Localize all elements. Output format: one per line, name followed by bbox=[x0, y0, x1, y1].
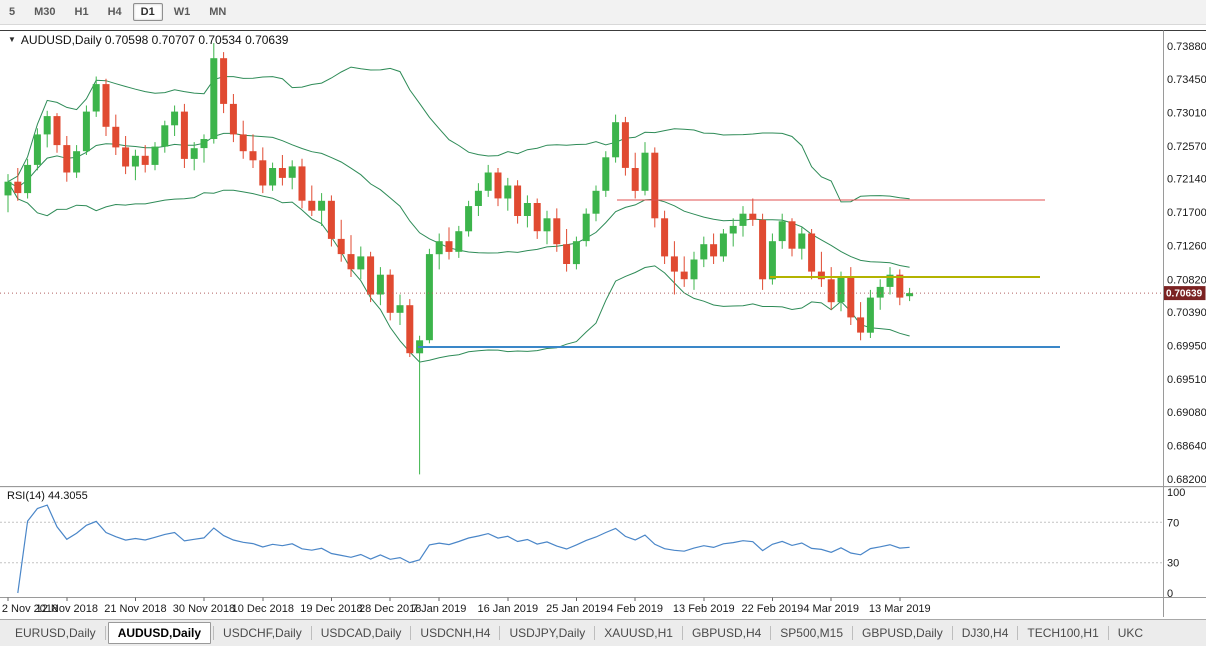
timeframe-toolbar: 5 M30 H1 H4 D1 W1 MN bbox=[0, 0, 1206, 25]
chart-tab-usdcad-daily[interactable]: USDCAD,Daily bbox=[320, 626, 402, 640]
timeframe-button-h4[interactable]: H4 bbox=[107, 6, 122, 18]
svg-text:4 Mar 2019: 4 Mar 2019 bbox=[803, 603, 859, 615]
svg-text:0.69080: 0.69080 bbox=[1167, 407, 1206, 419]
tab-separator bbox=[410, 626, 412, 640]
svg-text:0.70390: 0.70390 bbox=[1167, 307, 1206, 319]
price-scale[interactable]: 0.73880 0.73450 0.73010 0.72570 0.72140 0.717… bbox=[1167, 41, 1206, 486]
svg-text:0.73010: 0.73010 bbox=[1167, 107, 1206, 119]
svg-text:0.72140: 0.72140 bbox=[1167, 174, 1206, 186]
tab-separator bbox=[213, 626, 215, 640]
chart-tab-gbpusd-h4[interactable]: GBPUSD,H4 bbox=[691, 626, 762, 640]
chart-tab-xauusd-h1[interactable]: XAUUSD,H1 bbox=[604, 626, 673, 640]
svg-text:0.71260: 0.71260 bbox=[1167, 241, 1206, 253]
svg-text:4 Feb 2019: 4 Feb 2019 bbox=[607, 603, 663, 615]
svg-text:19 Dec 2018: 19 Dec 2018 bbox=[300, 603, 362, 615]
svg-text:13 Feb 2019: 13 Feb 2019 bbox=[673, 603, 735, 615]
svg-text:0.68640: 0.68640 bbox=[1167, 441, 1206, 453]
tab-separator bbox=[594, 626, 596, 640]
svg-text:30: 30 bbox=[1167, 558, 1179, 570]
chart-tab-dj30-h4[interactable]: DJ30,H4 bbox=[961, 626, 1009, 640]
svg-text:0.69950: 0.69950 bbox=[1167, 341, 1206, 353]
bollinger-bands bbox=[7, 66, 910, 363]
panel-separators bbox=[0, 30, 1206, 617]
svg-text:30 Nov 2018: 30 Nov 2018 bbox=[173, 603, 235, 615]
timeframe-button-m30[interactable]: M30 bbox=[34, 6, 56, 18]
svg-text:25 Jan 2019: 25 Jan 2019 bbox=[546, 603, 607, 615]
main-chart-svg[interactable]: 0.70639 0.73880 0.73450 0.73010 0.72570 0.721… bbox=[0, 25, 1206, 619]
timeframe-button-mn[interactable]: MN bbox=[209, 6, 227, 18]
tab-separator bbox=[1107, 626, 1109, 640]
tab-separator bbox=[852, 626, 854, 640]
chart-title-text: AUDUSD,Daily 0.70598 0.70707 0.70534 0.7… bbox=[20, 33, 289, 47]
tab-separator bbox=[499, 626, 501, 640]
chart-tab-audusd-daily[interactable]: AUDUSD,Daily bbox=[107, 622, 212, 644]
svg-text:0.71700: 0.71700 bbox=[1167, 207, 1206, 219]
tab-separator bbox=[310, 626, 312, 640]
tab-separator bbox=[104, 626, 106, 640]
chart-tab-tech100-h1[interactable]: TECH100,H1 bbox=[1027, 626, 1099, 640]
svg-text:7 Jan 2019: 7 Jan 2019 bbox=[412, 603, 466, 615]
tab-separator bbox=[951, 626, 953, 640]
rsi-scale[interactable]: 100 70 30 0 bbox=[1167, 487, 1185, 600]
chart-tab-ukc[interactable]: UKC bbox=[1117, 626, 1144, 640]
timeframe-button-h1[interactable]: H1 bbox=[74, 6, 89, 18]
chart-tab-gbpusd-daily[interactable]: GBPUSD,Daily bbox=[862, 626, 943, 640]
tab-separator bbox=[770, 626, 772, 640]
svg-text:70: 70 bbox=[1167, 517, 1179, 529]
timeframe-button-w1[interactable]: W1 bbox=[173, 6, 191, 18]
chart-tab-usdchf-daily[interactable]: USDCHF,Daily bbox=[223, 626, 302, 640]
svg-text:2 Nov 2018: 2 Nov 2018 bbox=[2, 603, 58, 615]
svg-text:0.70820: 0.70820 bbox=[1167, 274, 1206, 286]
tab-separator bbox=[1017, 626, 1019, 640]
svg-text:22 Feb 2019: 22 Feb 2019 bbox=[742, 603, 804, 615]
tab-separator bbox=[681, 626, 683, 640]
chart-tabbar: EURUSD,Daily AUDUSD,Daily USDCHF,Daily USDC… bbox=[0, 619, 1206, 646]
rsi-line bbox=[17, 504, 910, 594]
svg-text:100: 100 bbox=[1167, 487, 1185, 499]
horizontal-line-objects[interactable] bbox=[418, 199, 1060, 349]
current-price-badge: 0.70639 bbox=[1163, 286, 1206, 301]
svg-text:0.73450: 0.73450 bbox=[1167, 74, 1206, 86]
svg-text:0: 0 bbox=[1167, 588, 1173, 600]
svg-text:13 Mar 2019: 13 Mar 2019 bbox=[869, 603, 931, 615]
svg-text:0.72570: 0.72570 bbox=[1167, 141, 1206, 153]
svg-text:28 Dec 2018: 28 Dec 2018 bbox=[359, 603, 421, 615]
timeframe-button-d1[interactable]: D1 bbox=[132, 3, 163, 21]
svg-text:0.70639: 0.70639 bbox=[1166, 289, 1203, 300]
svg-text:16 Jan 2019: 16 Jan 2019 bbox=[478, 603, 539, 615]
chart-tab-usdcnh-h4[interactable]: USDCNH,H4 bbox=[420, 626, 491, 640]
timeframe-button-5[interactable]: 5 bbox=[9, 6, 16, 18]
svg-text:0.73880: 0.73880 bbox=[1167, 41, 1206, 53]
svg-text:0.68200: 0.68200 bbox=[1167, 474, 1206, 486]
svg-text:0.69510: 0.69510 bbox=[1167, 374, 1206, 386]
chart-header: ▼ AUDUSD,Daily 0.70598 0.70707 0.70534 0… bbox=[8, 33, 288, 47]
chart-tab-eurusd-daily[interactable]: EURUSD,Daily bbox=[15, 626, 96, 640]
candlesticks bbox=[4, 43, 914, 475]
chart-dropdown-icon: ▼ bbox=[8, 35, 16, 44]
rsi-indicator-label: RSI(14) 44.3055 bbox=[7, 490, 88, 502]
svg-text:10 Dec 2018: 10 Dec 2018 bbox=[232, 603, 294, 615]
chart-tab-usdjpy-daily[interactable]: USDJPY,Daily bbox=[509, 626, 586, 640]
svg-text:21 Nov 2018: 21 Nov 2018 bbox=[104, 603, 166, 615]
chart-tab-sp500-m15[interactable]: SP500,M15 bbox=[780, 626, 844, 640]
svg-text:12 Nov 2018: 12 Nov 2018 bbox=[36, 603, 98, 615]
rsi-level-lines bbox=[0, 521, 1163, 564]
